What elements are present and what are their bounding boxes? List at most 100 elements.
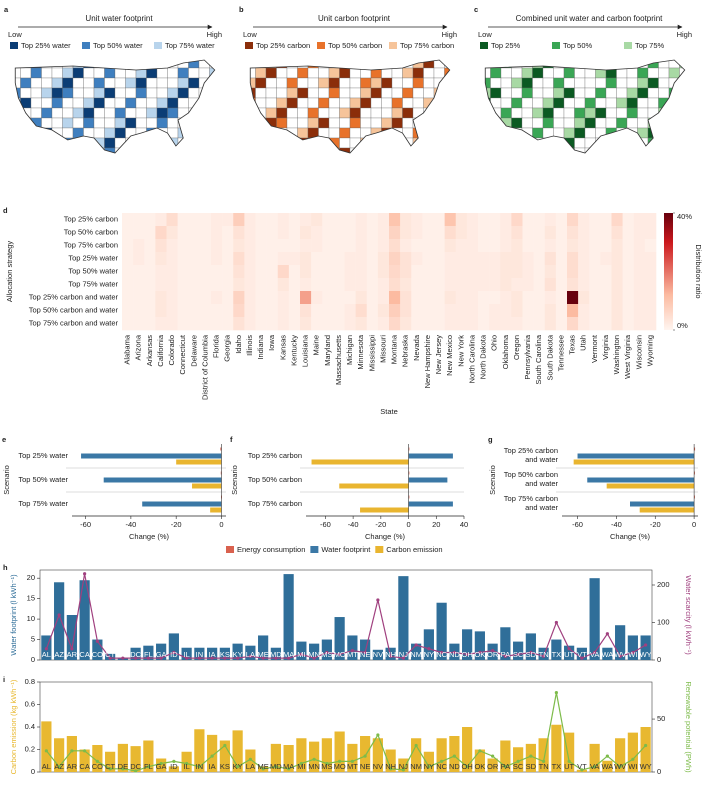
map-region bbox=[41, 87, 53, 99]
heat-cell bbox=[355, 252, 368, 266]
heat-cell bbox=[277, 304, 290, 318]
map-region bbox=[490, 87, 502, 99]
y2-tick-label: 50 bbox=[657, 714, 665, 723]
bar bbox=[564, 645, 575, 660]
map-region bbox=[104, 97, 116, 109]
line-point bbox=[299, 652, 303, 656]
heat-cell bbox=[188, 213, 201, 227]
line-point bbox=[325, 761, 329, 766]
map-region bbox=[198, 97, 210, 109]
heat-cell bbox=[311, 239, 323, 253]
map-region bbox=[679, 97, 685, 109]
map-region bbox=[297, 77, 309, 89]
heat-cell bbox=[122, 213, 134, 227]
map-region bbox=[647, 87, 659, 99]
heat-cell bbox=[422, 304, 434, 318]
heat-cell bbox=[544, 239, 557, 253]
map-region bbox=[444, 97, 450, 109]
heat-cell bbox=[400, 291, 412, 305]
map-region bbox=[250, 127, 256, 139]
heat-cell bbox=[344, 291, 356, 305]
map-region bbox=[626, 147, 638, 153]
heat-cell bbox=[377, 239, 390, 253]
map-region bbox=[616, 60, 628, 69]
bar bbox=[573, 459, 695, 465]
map-region bbox=[146, 77, 158, 89]
map-region bbox=[41, 77, 53, 89]
map-region bbox=[616, 77, 628, 89]
map-region bbox=[500, 77, 512, 89]
heat-cell bbox=[455, 265, 468, 279]
x-tick-label: 20 bbox=[432, 520, 440, 529]
bar bbox=[92, 639, 103, 660]
category-label: NE bbox=[360, 650, 370, 659]
heat-cell bbox=[411, 252, 423, 266]
heat-cell bbox=[444, 239, 457, 253]
map-region bbox=[521, 117, 533, 129]
heat-cell bbox=[589, 304, 601, 318]
category-label: CT bbox=[105, 762, 115, 771]
heat-cell bbox=[500, 317, 512, 331]
bar bbox=[487, 758, 498, 772]
heat-cell bbox=[444, 252, 457, 266]
heat-cell bbox=[188, 291, 201, 305]
heat-cell bbox=[300, 291, 312, 305]
map-region bbox=[209, 147, 215, 153]
heat-cell bbox=[589, 278, 601, 292]
map-region bbox=[433, 127, 445, 139]
colorbar-tick-label: 40% bbox=[677, 212, 692, 221]
x-tick-label: Arizona bbox=[134, 334, 143, 360]
heat-cell bbox=[177, 213, 190, 227]
map-region bbox=[532, 117, 544, 129]
map-region bbox=[658, 137, 670, 149]
legend-swatch bbox=[480, 42, 488, 49]
map-region bbox=[370, 107, 382, 119]
x-axis-label: State bbox=[380, 407, 398, 416]
map-region bbox=[584, 107, 596, 119]
map-region bbox=[307, 117, 319, 129]
map-region bbox=[637, 87, 649, 99]
map-region bbox=[255, 97, 267, 109]
heat-cell bbox=[578, 278, 590, 292]
heat-cell bbox=[544, 252, 557, 266]
map-region bbox=[15, 107, 21, 119]
map-region bbox=[72, 67, 84, 79]
heat-cell bbox=[444, 265, 457, 279]
map-region bbox=[15, 127, 21, 139]
heat-cell bbox=[288, 213, 301, 227]
heat-cell bbox=[433, 304, 445, 318]
heat-cell bbox=[188, 226, 201, 240]
map-region bbox=[72, 137, 84, 149]
map-region bbox=[490, 137, 502, 149]
heat-cell bbox=[144, 317, 156, 331]
map-region bbox=[402, 87, 414, 99]
x-tick-label: Minnesota bbox=[356, 334, 365, 369]
map-region bbox=[553, 137, 565, 149]
x-tick-label: -20 bbox=[375, 520, 386, 529]
map-region bbox=[391, 67, 403, 79]
heat-cell bbox=[466, 213, 479, 227]
bar bbox=[207, 734, 218, 772]
heat-cell bbox=[522, 265, 534, 279]
map-region bbox=[595, 77, 607, 89]
map-region bbox=[276, 147, 288, 153]
heat-cell bbox=[389, 304, 401, 318]
map-region bbox=[135, 107, 147, 119]
map-region bbox=[511, 77, 523, 89]
line-point bbox=[197, 765, 201, 769]
heat-cell bbox=[567, 265, 579, 279]
category-label: ND bbox=[449, 762, 460, 771]
map-region bbox=[391, 77, 403, 89]
heat-cell bbox=[644, 304, 657, 318]
map-region bbox=[286, 87, 298, 99]
map-region bbox=[349, 87, 361, 99]
heat-cell bbox=[400, 252, 412, 266]
heat-cell bbox=[611, 317, 623, 331]
map-region bbox=[188, 127, 200, 139]
y2-tick-label: 0 bbox=[657, 655, 661, 664]
heat-cell bbox=[344, 304, 356, 318]
bar bbox=[360, 639, 371, 660]
category-label: NE bbox=[360, 762, 370, 771]
map-region bbox=[339, 147, 351, 153]
